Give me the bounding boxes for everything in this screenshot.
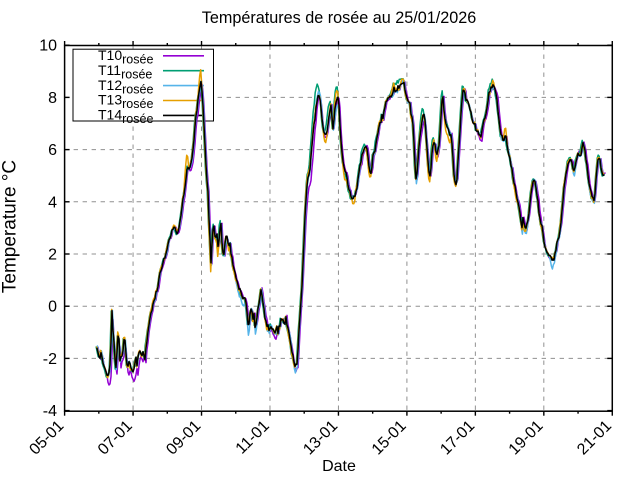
svg-text:4: 4 — [48, 194, 57, 211]
svg-text:8: 8 — [48, 90, 57, 107]
svg-text:Date: Date — [322, 458, 356, 475]
svg-text:-4: -4 — [43, 403, 57, 420]
svg-text:T12rosée: T12rosée — [98, 77, 153, 97]
svg-text:Températures de rosée au 25/01: Températures de rosée au 25/01/2026 — [202, 9, 476, 27]
svg-text:10: 10 — [39, 38, 57, 55]
svg-text:Temperature °C: Temperature °C — [0, 160, 21, 293]
svg-text:T13rosée: T13rosée — [98, 92, 153, 112]
svg-text:-2: -2 — [43, 351, 57, 368]
svg-text:T11rosée: T11rosée — [98, 62, 152, 82]
svg-text:T14rosée: T14rosée — [98, 107, 153, 127]
svg-text:T10rosée: T10rosée — [98, 47, 153, 67]
svg-text:0: 0 — [48, 299, 57, 316]
svg-text:6: 6 — [48, 142, 57, 159]
svg-text:2: 2 — [48, 247, 57, 264]
